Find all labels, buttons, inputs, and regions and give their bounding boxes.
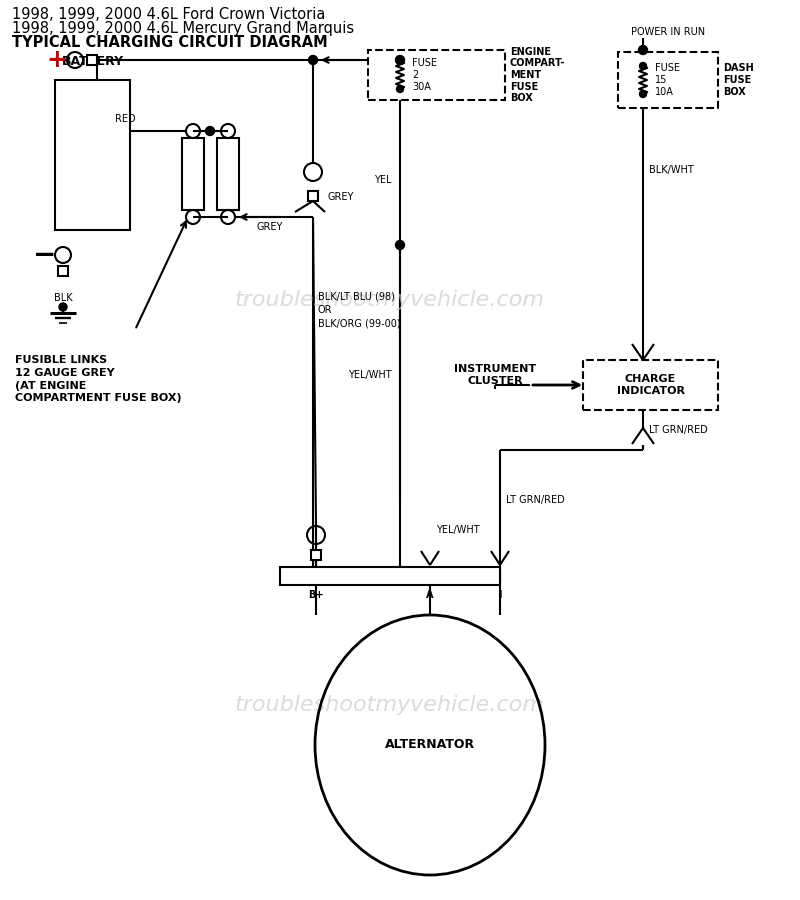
Text: LT GRN/RED: LT GRN/RED bbox=[506, 495, 565, 505]
Text: BLK: BLK bbox=[54, 293, 72, 303]
Circle shape bbox=[395, 56, 405, 65]
Text: GREY: GREY bbox=[257, 222, 283, 232]
Circle shape bbox=[638, 46, 647, 55]
Text: YEL/WHT: YEL/WHT bbox=[348, 370, 392, 380]
Bar bbox=[368, 50, 505, 100]
Text: 1998, 1999, 2000 4.6L Ford Crown Victoria: 1998, 1999, 2000 4.6L Ford Crown Victori… bbox=[12, 7, 326, 22]
Bar bbox=[311, 550, 321, 560]
Text: YEL: YEL bbox=[374, 175, 392, 185]
Text: BLK/LT BLU (98)
OR
BLK/ORG (99-00): BLK/LT BLU (98) OR BLK/ORG (99-00) bbox=[318, 292, 401, 328]
Text: TYPICAL CHARGING CIRCUIT DIAGRAM: TYPICAL CHARGING CIRCUIT DIAGRAM bbox=[12, 35, 328, 50]
Text: I: I bbox=[498, 590, 502, 600]
Bar bbox=[217, 138, 239, 210]
Text: B+: B+ bbox=[308, 590, 324, 600]
Text: RED: RED bbox=[115, 114, 136, 124]
Text: FUSIBLE LINKS
12 GAUGE GREY
(AT ENGINE
COMPARTMENT FUSE BOX): FUSIBLE LINKS 12 GAUGE GREY (AT ENGINE C… bbox=[15, 355, 182, 403]
Circle shape bbox=[639, 62, 646, 69]
Circle shape bbox=[59, 303, 67, 311]
Bar bbox=[583, 360, 718, 410]
Text: ALTERNATOR: ALTERNATOR bbox=[385, 739, 475, 752]
Text: ENGINE
COMPART-
MENT
FUSE
BOX: ENGINE COMPART- MENT FUSE BOX bbox=[510, 47, 566, 104]
Bar bbox=[87, 55, 97, 65]
Circle shape bbox=[639, 91, 646, 97]
Text: BLK/WHT: BLK/WHT bbox=[649, 165, 694, 175]
Bar bbox=[618, 52, 718, 108]
Text: INSTRUMENT
CLUSTER: INSTRUMENT CLUSTER bbox=[454, 364, 536, 386]
Text: +: + bbox=[46, 48, 67, 72]
Bar bbox=[182, 138, 204, 210]
Text: FUSE
15
10A: FUSE 15 10A bbox=[655, 63, 680, 96]
Bar bbox=[308, 191, 318, 201]
Bar bbox=[280, 567, 500, 585]
Circle shape bbox=[309, 56, 318, 65]
Text: troubleshootmyvehicle.com: troubleshootmyvehicle.com bbox=[235, 290, 545, 310]
Bar bbox=[58, 266, 68, 276]
Circle shape bbox=[206, 127, 214, 136]
Circle shape bbox=[397, 58, 403, 65]
Text: DASH
FUSE
BOX: DASH FUSE BOX bbox=[723, 63, 754, 96]
Text: BATTERY: BATTERY bbox=[62, 55, 123, 68]
Text: FUSE
2
30A: FUSE 2 30A bbox=[412, 58, 437, 92]
Circle shape bbox=[397, 86, 403, 93]
Text: LT GRN/RED: LT GRN/RED bbox=[649, 425, 708, 435]
Text: −: − bbox=[34, 241, 57, 269]
Text: GREY: GREY bbox=[327, 192, 354, 202]
Text: YEL/WHT: YEL/WHT bbox=[436, 525, 480, 535]
Text: CHARGE
INDICATOR: CHARGE INDICATOR bbox=[617, 374, 685, 396]
Text: troubleshootmyvehicle.com: troubleshootmyvehicle.com bbox=[235, 695, 545, 715]
Bar bbox=[55, 80, 130, 230]
Text: A: A bbox=[426, 590, 434, 600]
Text: POWER IN RUN: POWER IN RUN bbox=[631, 27, 705, 37]
Circle shape bbox=[395, 240, 405, 249]
Text: 1998, 1999, 2000 4.6L Mercury Grand Marquis: 1998, 1999, 2000 4.6L Mercury Grand Marq… bbox=[12, 21, 354, 36]
